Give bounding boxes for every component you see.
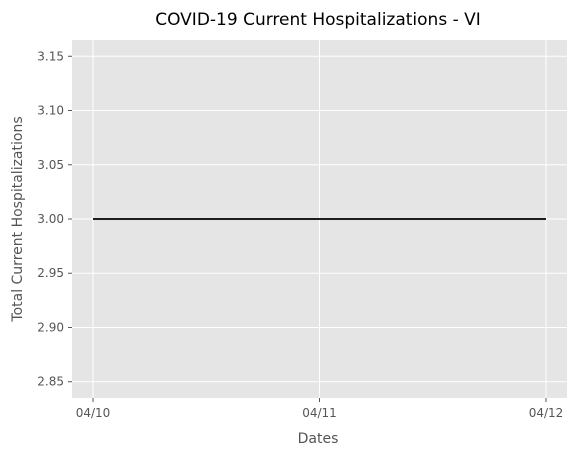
x-tick-label: 04/12 (529, 406, 564, 420)
y-tick-label: 3.15 (37, 49, 64, 63)
x-tick-labels: 04/10 04/11 04/12 (76, 398, 564, 420)
chart-title: COVID-19 Current Hospitalizations - VI (155, 10, 481, 30)
x-tick-label: 04/11 (302, 406, 337, 420)
y-axis-label: Total Current Hospitalizations (10, 116, 26, 322)
y-tick-labels: 2.85 2.90 2.95 3.00 3.05 3.10 3.15 (37, 49, 72, 389)
y-tick-label: 2.95 (37, 266, 64, 280)
x-tick-label: 04/10 (76, 406, 111, 420)
y-tick-label: 2.85 (37, 375, 64, 389)
x-axis-label: Dates (298, 431, 339, 447)
y-tick-label: 2.90 (37, 320, 64, 334)
y-tick-label: 3.10 (37, 104, 64, 118)
y-tick-label: 3.00 (37, 212, 64, 226)
y-tick-label: 3.05 (37, 158, 64, 172)
